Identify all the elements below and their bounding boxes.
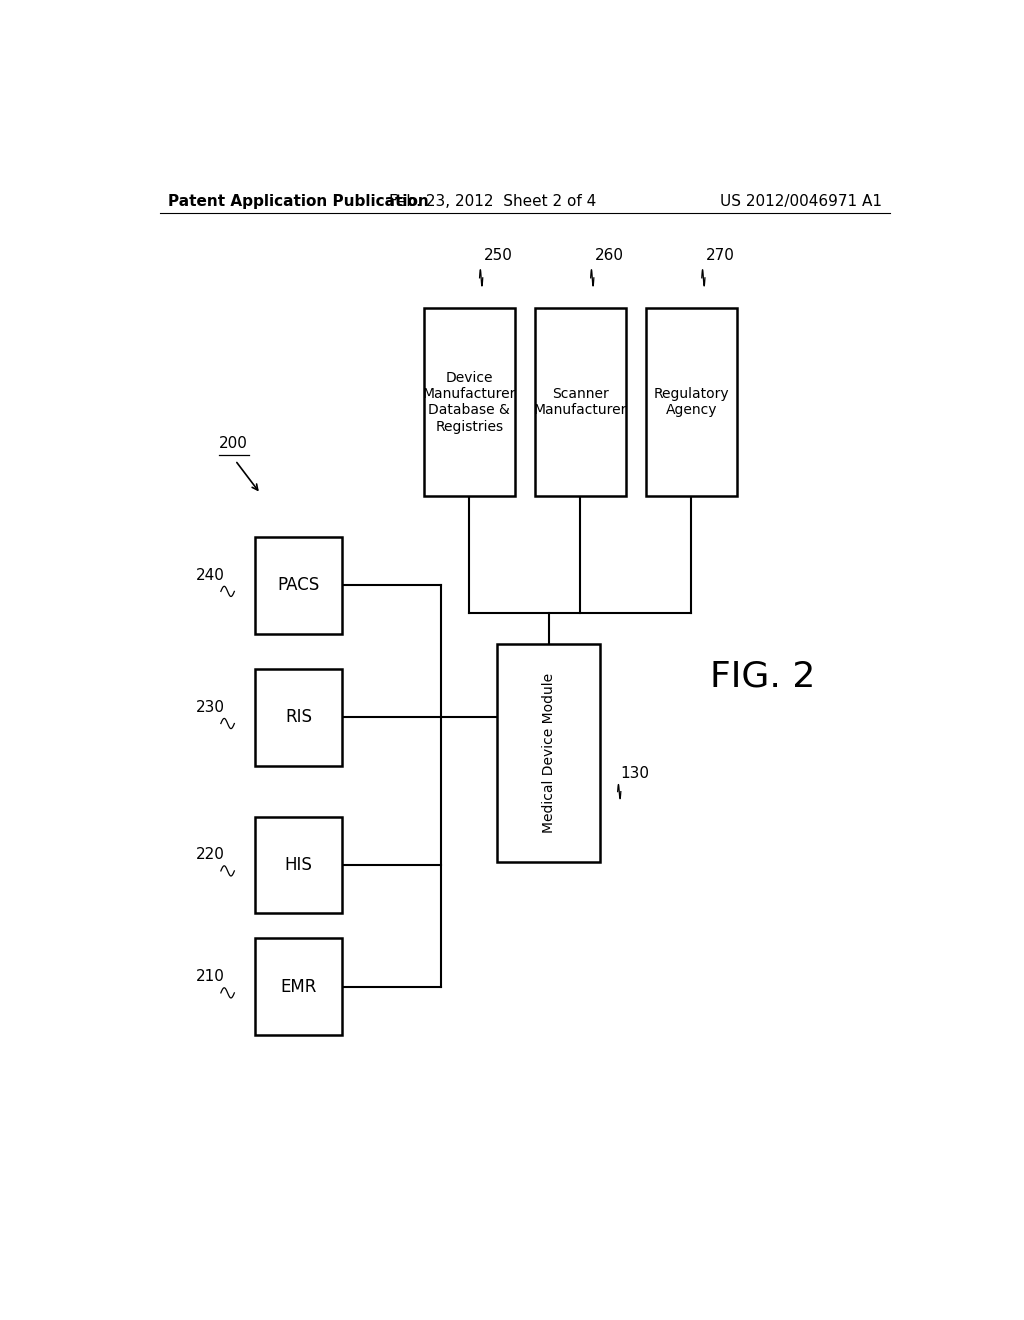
Text: 240: 240 bbox=[196, 568, 224, 582]
Text: FIG. 2: FIG. 2 bbox=[711, 660, 815, 694]
Text: Scanner
Manufacturer: Scanner Manufacturer bbox=[534, 387, 627, 417]
Text: 130: 130 bbox=[620, 766, 649, 781]
Bar bbox=[424, 309, 515, 496]
Bar bbox=[497, 644, 600, 862]
Text: 220: 220 bbox=[196, 847, 224, 862]
Text: 260: 260 bbox=[595, 248, 624, 263]
Text: 230: 230 bbox=[196, 700, 224, 714]
Bar bbox=[255, 537, 342, 634]
Bar bbox=[255, 817, 342, 913]
Text: Regulatory
Agency: Regulatory Agency bbox=[653, 387, 729, 417]
Text: 200: 200 bbox=[219, 436, 248, 451]
Text: 270: 270 bbox=[706, 248, 734, 263]
Text: Medical Device Module: Medical Device Module bbox=[542, 673, 556, 833]
Bar bbox=[255, 669, 342, 766]
Text: Patent Application Publication: Patent Application Publication bbox=[168, 194, 428, 209]
Text: RIS: RIS bbox=[285, 709, 312, 726]
Text: EMR: EMR bbox=[281, 978, 316, 995]
Text: PACS: PACS bbox=[278, 577, 319, 594]
Text: Device
Manufacturer
Database &
Registries: Device Manufacturer Database & Registrie… bbox=[423, 371, 516, 434]
Bar bbox=[646, 309, 737, 496]
Text: HIS: HIS bbox=[285, 855, 312, 874]
Text: Feb. 23, 2012  Sheet 2 of 4: Feb. 23, 2012 Sheet 2 of 4 bbox=[389, 194, 597, 209]
Text: US 2012/0046971 A1: US 2012/0046971 A1 bbox=[720, 194, 882, 209]
Text: 210: 210 bbox=[196, 969, 224, 985]
Text: 250: 250 bbox=[483, 248, 512, 263]
Bar bbox=[255, 939, 342, 1035]
Bar bbox=[535, 309, 626, 496]
